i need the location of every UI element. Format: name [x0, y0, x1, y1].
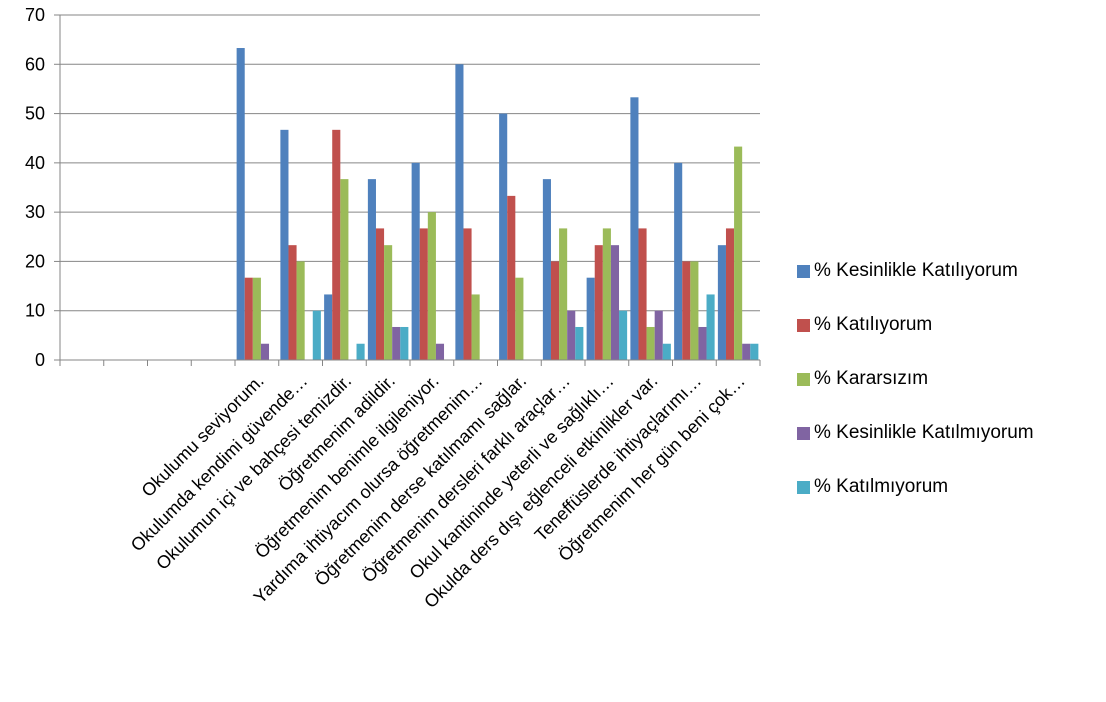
bar — [324, 294, 333, 360]
legend-swatch — [797, 426, 810, 440]
bar — [296, 261, 305, 360]
bars — [236, 48, 759, 361]
bar — [698, 326, 707, 360]
bar — [340, 179, 349, 360]
bar — [575, 326, 584, 360]
legend-item: % Kesinlikle Katılmıyorum — [797, 406, 1034, 460]
bar — [567, 310, 576, 360]
bar — [260, 343, 270, 360]
bar — [244, 277, 253, 360]
bar — [312, 310, 321, 360]
bar — [654, 310, 663, 360]
bar — [411, 162, 420, 360]
bar — [515, 277, 524, 360]
legend-item: % Kesinlikle Katılıyorum — [797, 244, 1034, 298]
bar — [725, 228, 735, 360]
bar — [734, 146, 743, 360]
legend-item: % Katılıyorum — [797, 298, 1034, 352]
y-tick-label: 0 — [35, 350, 45, 370]
gridlines — [60, 14, 760, 312]
bar — [427, 212, 436, 360]
bar — [400, 326, 409, 360]
bar — [559, 228, 568, 360]
bar — [638, 228, 647, 360]
bar — [750, 343, 759, 360]
bar — [507, 195, 516, 360]
bar — [717, 245, 726, 360]
legend-label: % Katılıyorum — [814, 314, 933, 335]
legend-label: % Kesinlikle Katılıyorum — [814, 260, 1018, 281]
y-tick-label: 70 — [25, 5, 45, 25]
y-tick-label: 60 — [25, 54, 45, 74]
bar — [419, 228, 428, 360]
bar — [742, 343, 751, 360]
bar — [288, 245, 297, 360]
y-tick-label: 10 — [25, 301, 45, 321]
legend-swatch — [797, 480, 810, 494]
bar — [471, 294, 480, 360]
bar — [236, 48, 245, 361]
bar — [594, 245, 603, 360]
bar — [435, 343, 445, 360]
bar — [392, 326, 401, 360]
bar — [463, 228, 472, 360]
y-tick-label: 20 — [25, 251, 45, 271]
legend-label: % Kararsızım — [814, 368, 929, 389]
bar — [367, 179, 376, 360]
bar — [602, 228, 611, 360]
bar — [499, 113, 508, 360]
legend: % Kesinlikle Katılıyorum % Katılıyorum % K… — [797, 244, 1034, 514]
bar — [280, 129, 289, 360]
legend-label: % Katılmıyorum — [814, 476, 949, 497]
bar — [690, 261, 699, 360]
x-axis-labels: Okulumu seviyorum.Okulumda kendimi güven… — [127, 371, 749, 612]
bar — [384, 245, 393, 360]
legend-item: % Katılmıyorum — [797, 460, 1034, 514]
bar — [706, 294, 715, 360]
bar — [550, 261, 560, 360]
y-tick-label: 40 — [25, 153, 45, 173]
bar — [662, 343, 671, 360]
bar — [586, 277, 595, 360]
legend-swatch — [797, 264, 810, 278]
bar — [332, 129, 341, 360]
bar — [610, 245, 620, 360]
y-axis-ticks: 0 10 20 30 40 50 60 70 — [25, 5, 45, 370]
bar — [356, 343, 365, 360]
legend-item: % Kararsızım — [797, 352, 1034, 406]
bar — [646, 326, 655, 360]
legend-label: % Kesinlikle Katılmıyorum — [814, 422, 1034, 443]
bar — [375, 228, 385, 360]
y-tick-label: 30 — [25, 202, 45, 222]
bar — [455, 64, 464, 361]
y-tick-label: 50 — [25, 104, 45, 124]
bar — [630, 97, 639, 361]
bar — [682, 261, 691, 360]
bar — [542, 179, 551, 360]
bar — [674, 162, 683, 360]
legend-swatch — [797, 372, 810, 386]
axes — [54, 14, 761, 366]
bar — [619, 310, 628, 360]
bar — [252, 277, 261, 360]
legend-swatch — [797, 318, 810, 332]
